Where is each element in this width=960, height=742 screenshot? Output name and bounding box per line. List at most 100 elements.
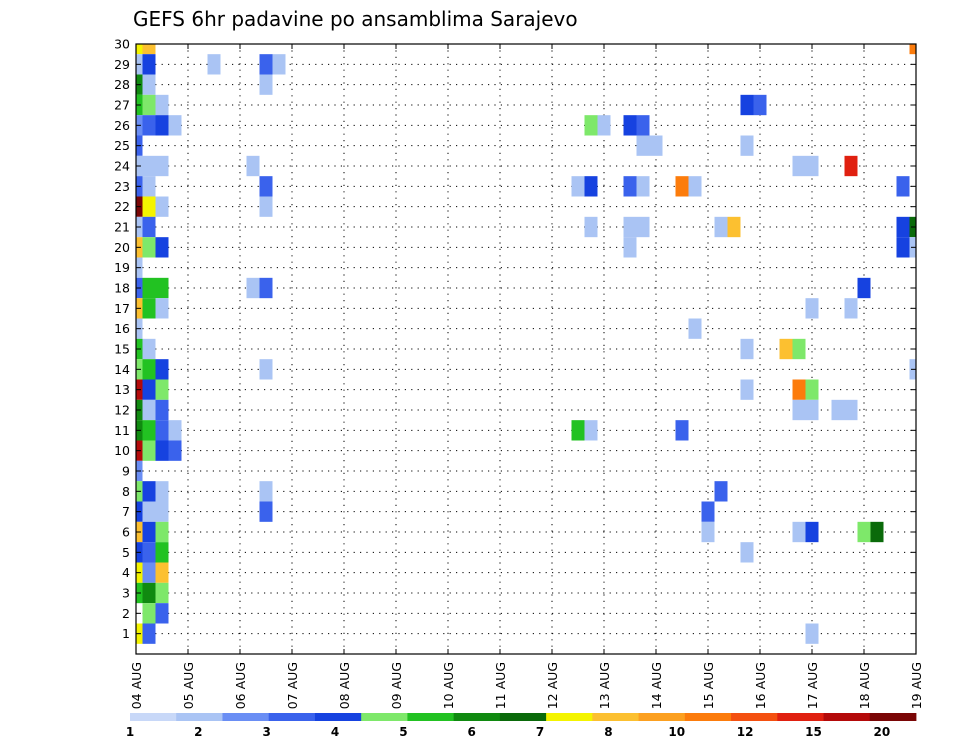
heatmap-cell [155, 155, 169, 177]
x-axis: 04 AUG 05 AUG 06 AUG 07 AUG 08 AUG 09 AUG 10 A… [129, 44, 924, 709]
heatmap-cell [155, 298, 169, 319]
heatmap-cell [259, 176, 273, 197]
colorbar-label: 15 [805, 725, 822, 739]
colorbar-label: 10 [668, 725, 685, 739]
heatmap-cell [142, 623, 156, 644]
heatmap-cell [142, 399, 156, 421]
x-tick-label: 16 AUG [753, 662, 768, 709]
heatmap-cell [155, 481, 169, 502]
colorbar-swatch [499, 713, 547, 721]
y-tick-label: 21 [114, 220, 130, 235]
x-tick-label: 17 AUG [805, 662, 820, 709]
heatmap-cell [649, 135, 663, 156]
colorbar-swatch [823, 713, 871, 721]
heatmap-cell [259, 196, 273, 217]
y-axis: 1234567891011121314151617181920212223242… [114, 37, 916, 641]
heatmap-cell [142, 44, 156, 55]
heatmap-cell [675, 176, 689, 197]
y-tick-label: 23 [114, 179, 130, 194]
y-tick-label: 11 [114, 423, 130, 438]
heatmap-cell [272, 54, 286, 75]
heatmap-cell [688, 318, 702, 339]
colorbar-label: 6 [468, 725, 476, 739]
x-tick-label: 09 AUG [389, 662, 404, 709]
heatmap-cell [896, 216, 910, 238]
heatmap-cell [155, 603, 169, 624]
heatmap-cell [142, 501, 156, 522]
heatmap-cell [571, 420, 585, 441]
heatmap-cell [870, 521, 884, 543]
heatmap-cell [792, 379, 806, 400]
heatmap-cell [155, 501, 169, 522]
heatmap-cell [142, 176, 156, 197]
colorbar-swatch [592, 713, 639, 721]
heatmap-cell [155, 582, 169, 604]
heatmap-cell [571, 176, 585, 197]
y-tick-label: 7 [122, 504, 130, 519]
colorbar-swatch [314, 713, 362, 721]
y-tick-label: 18 [114, 281, 130, 296]
heatmap-cell [714, 481, 728, 502]
y-tick-label: 28 [114, 77, 130, 92]
heatmap-cell [805, 155, 819, 177]
heatmap-cell [805, 399, 819, 421]
heatmap-cell [792, 521, 806, 543]
heatmap-cell [155, 115, 169, 136]
heatmap-cell [246, 277, 260, 299]
colorbar-swatch [361, 713, 408, 721]
x-tick-label: 11 AUG [493, 662, 508, 709]
colorbar-swatch [130, 713, 177, 721]
y-tick-label: 26 [114, 118, 130, 133]
heatmap-cell [727, 216, 741, 238]
heatmap-cell [142, 54, 156, 75]
heatmap-cell [831, 399, 845, 421]
heatmap-cell [136, 44, 143, 55]
heatmap-cell [844, 155, 858, 177]
y-tick-label: 29 [114, 57, 130, 72]
heatmap-cell [142, 74, 156, 95]
heatmap-cell [142, 196, 156, 217]
heatmap-cell [740, 542, 754, 563]
heatmap-cell [142, 216, 156, 238]
heatmap-cell [896, 176, 910, 197]
heatmap-cell [636, 176, 650, 197]
heatmap-cell [714, 216, 728, 238]
x-tick-label: 04 AUG [129, 662, 144, 709]
heatmap-cell [259, 54, 273, 75]
colorbar-swatch [869, 713, 917, 721]
heatmap-cell [792, 399, 806, 421]
x-tick-label: 13 AUG [597, 662, 612, 709]
heatmap-cell [584, 420, 598, 441]
colorbar-swatch [546, 713, 593, 721]
heatmap-cell [584, 216, 598, 238]
heatmap-cell [155, 440, 169, 461]
y-tick-label: 13 [114, 382, 130, 397]
heatmap-cell [740, 94, 754, 116]
heatmap-cell [142, 542, 156, 563]
heatmap-cell [142, 237, 156, 258]
heatmap-cell [597, 115, 611, 136]
colorbar-swatch [407, 713, 455, 721]
y-tick-label: 30 [114, 37, 130, 52]
heatmap-cell [857, 521, 871, 543]
heatmap-cell [155, 94, 169, 116]
y-tick-label: 15 [114, 342, 130, 357]
heatmap-cell [155, 542, 169, 563]
heatmap-cell [259, 481, 273, 502]
heatmap-cell [155, 277, 169, 299]
heatmap-cell [623, 176, 637, 197]
heatmap-cell [142, 420, 156, 441]
heatmap-cell [688, 176, 702, 197]
heatmap-cell [909, 44, 916, 55]
colorbar-swatch [222, 713, 270, 721]
heatmap-cell [740, 338, 754, 360]
heatmap-cells [136, 44, 916, 644]
heatmap-cell [259, 74, 273, 95]
heatmap-cell [155, 196, 169, 217]
y-tick-label: 9 [122, 464, 130, 479]
heatmap-cell [142, 94, 156, 116]
heatmap-cell [896, 237, 910, 258]
heatmap-cell [259, 501, 273, 522]
heatmap-cell [155, 399, 169, 421]
